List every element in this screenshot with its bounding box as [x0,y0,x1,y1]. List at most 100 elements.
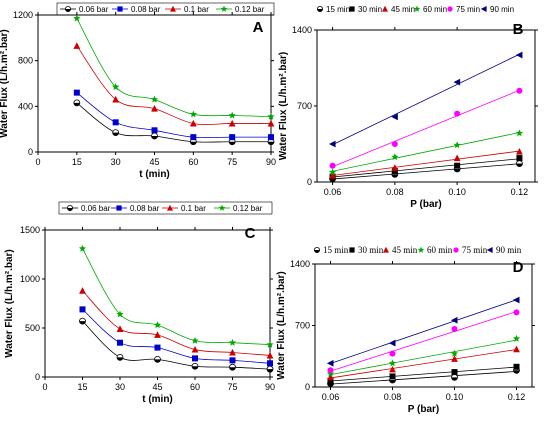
data-point [327,367,334,374]
legend-marker [382,5,388,12]
legend-marker [486,247,493,253]
marker-fill [229,367,236,371]
series-fit-line [330,349,517,379]
data-point [112,119,119,126]
legend-label: 15 min [326,5,350,14]
data-point [391,164,399,171]
marker-fill [112,132,119,136]
data-point [391,168,398,175]
data-point [112,83,120,90]
marker-fill [317,9,323,12]
marker-fill [327,383,334,387]
legend-label: 0.06 bar [79,5,109,14]
data-point [189,119,197,127]
legend-marker [453,247,459,253]
data-point [189,138,197,146]
series-curve [82,290,271,356]
x-tick-label: 0 [42,382,47,392]
series-75-min [327,309,520,374]
x-axis-title: t (min) [142,394,173,405]
data-point [450,349,459,357]
legend-marker [383,246,389,253]
data-point [266,351,274,359]
legend-item: 0.06 bar [62,204,111,213]
legend-marker [117,6,123,12]
chart-panel-d: 0.06 0.08 0.10 0.12 0 700 1400 P (bar) Water Flu… [276,245,535,415]
data-point [116,325,124,332]
data-point [189,110,197,118]
y-axis-title: Water Flux (L/h.m².bar) [4,249,15,358]
data-point [327,373,334,381]
data-point [515,51,523,59]
legend-item: 30 min [349,5,382,14]
data-point [451,369,458,376]
data-point [454,110,461,117]
series-30-min [327,363,520,384]
legend-label: 90 min [490,5,514,14]
legend-item: 75 min [453,245,488,255]
data-point [151,132,158,140]
marker-fill [229,141,236,145]
series-45-min [329,148,523,179]
x-tick-label: 0.12 [511,187,529,197]
y-tick-label: 1400 [290,259,310,269]
series-fit-line [330,371,517,385]
x-tick-label: 30 [111,157,121,167]
series-curve [76,92,271,139]
data-point [513,345,520,353]
x-axis-title: P (bar) [408,404,440,415]
y-tick-label: 1200 [13,10,33,20]
data-point [112,95,120,103]
marker-fill [65,9,71,12]
x-tick-label: 0.10 [448,187,466,197]
marker-fill [451,377,458,381]
data-point [191,336,199,344]
plot-frame [44,229,271,378]
data-point [112,129,120,136]
data-point [326,370,335,377]
data-point [451,355,458,362]
data-point [391,113,398,121]
legend-label: 0.06 bar [81,204,111,213]
data-point [516,148,523,155]
series-curve [76,18,272,118]
x-tick-label: 90 [266,157,276,167]
y-axis-title: Water Flux (L/h.m².bar) [276,271,287,380]
data-point [266,340,274,348]
y-tick-label: 500 [25,323,40,333]
series-curve [82,248,271,346]
series-curve [82,320,271,370]
series-fit-line [332,89,520,168]
series-0-08-bar [79,306,273,367]
data-point [191,345,199,353]
data-point [228,119,236,127]
series-fit-line [330,299,517,364]
y-tick-label: 700 [295,321,310,331]
series-fit-line [332,53,520,146]
data-point [391,153,399,161]
series-0-12-bar [73,14,275,120]
series-0-06-bar [79,317,274,373]
legend-marker [116,205,122,211]
x-tick-label: 45 [149,157,159,167]
marker-fill [314,250,320,253]
legend-marker [313,246,320,253]
data-point [116,310,124,318]
legend-marker [67,204,74,211]
marker-fill [67,208,73,211]
legend-item: 90 min [486,245,522,255]
legend-marker [417,246,425,253]
legend-item: 45 min [383,245,418,255]
legend-marker [218,204,226,211]
legend-item: 15 min [316,5,350,14]
data-point [153,321,162,329]
legend-label: 75 min [462,245,488,255]
data-point [228,338,237,346]
x-tick-label: 75 [227,382,237,392]
data-point [451,326,458,333]
legend-label: 60 min [423,5,447,14]
series-60-min [326,334,521,377]
marker-fill [516,163,523,167]
x-tick-label: 0.12 [508,392,526,402]
x-tick-label: 60 [190,382,200,392]
